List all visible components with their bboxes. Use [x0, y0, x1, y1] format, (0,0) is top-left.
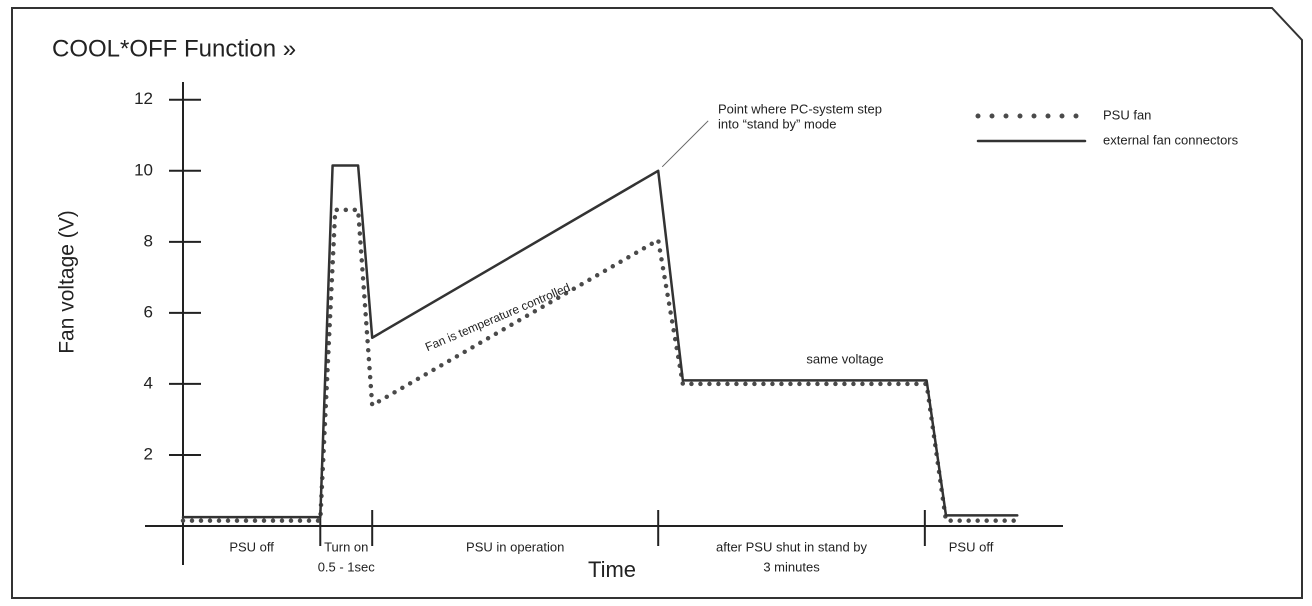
y-tick-label: 4 — [144, 373, 153, 392]
y-tick-label: 10 — [134, 160, 153, 179]
phase-label: 0.5 - 1sec — [318, 559, 376, 574]
x-axis-label: Time — [588, 557, 636, 582]
legend-label: external fan connectors — [1103, 132, 1239, 147]
phase-label: 3 minutes — [763, 559, 820, 574]
series-line — [181, 164, 1019, 519]
annotation: Point where PC-system step — [718, 101, 882, 116]
annotation: into “stand by” mode — [718, 116, 837, 131]
chart-title: COOL*OFF Function » — [52, 35, 296, 62]
y-tick-label: 8 — [144, 231, 153, 250]
y-axis-label: Fan voltage (V) — [56, 210, 79, 354]
legend-label: PSU fan — [1103, 107, 1151, 122]
phase-label: PSU off — [949, 539, 994, 554]
annotation: same voltage — [806, 351, 883, 366]
phase-label: PSU off — [229, 539, 274, 554]
phase-label: PSU in operation — [466, 539, 564, 554]
frame — [11, 7, 1303, 599]
phase-label: Turn on — [324, 539, 368, 554]
leader-line — [661, 120, 709, 168]
phase-label: after PSU shut in stand by — [716, 539, 868, 554]
y-tick-label: 12 — [134, 89, 153, 108]
y-tick-label: 6 — [144, 302, 153, 321]
y-tick-label: 2 — [144, 444, 153, 463]
